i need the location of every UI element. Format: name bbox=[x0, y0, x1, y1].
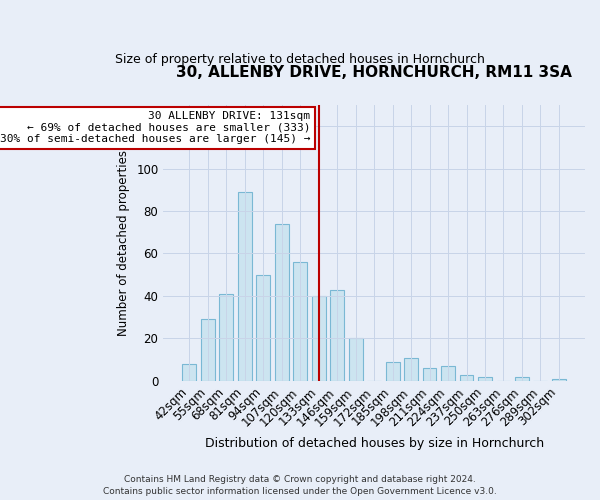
Bar bbox=[256, 274, 270, 381]
Bar bbox=[238, 192, 252, 381]
Text: 30 ALLENBY DRIVE: 131sqm
← 69% of detached houses are smaller (333)
30% of semi-: 30 ALLENBY DRIVE: 131sqm ← 69% of detach… bbox=[0, 111, 310, 144]
Bar bbox=[220, 294, 233, 381]
Bar bbox=[460, 374, 473, 381]
Bar bbox=[404, 358, 418, 381]
Bar bbox=[349, 338, 362, 381]
Bar bbox=[312, 296, 326, 381]
Bar bbox=[478, 376, 492, 381]
X-axis label: Distribution of detached houses by size in Hornchurch: Distribution of detached houses by size … bbox=[205, 437, 544, 450]
Text: Size of property relative to detached houses in Hornchurch: Size of property relative to detached ho… bbox=[115, 52, 485, 66]
Y-axis label: Number of detached properties: Number of detached properties bbox=[118, 150, 130, 336]
Text: Contains HM Land Registry data © Crown copyright and database right 2024.: Contains HM Land Registry data © Crown c… bbox=[124, 475, 476, 484]
Bar bbox=[201, 320, 215, 381]
Title: 30, ALLENBY DRIVE, HORNCHURCH, RM11 3SA: 30, ALLENBY DRIVE, HORNCHURCH, RM11 3SA bbox=[176, 65, 572, 80]
Bar bbox=[293, 262, 307, 381]
Bar bbox=[515, 376, 529, 381]
Bar bbox=[182, 364, 196, 381]
Bar bbox=[330, 290, 344, 381]
Bar bbox=[552, 379, 566, 381]
Bar bbox=[386, 362, 400, 381]
Bar bbox=[441, 366, 455, 381]
Bar bbox=[422, 368, 436, 381]
Text: Contains public sector information licensed under the Open Government Licence v3: Contains public sector information licen… bbox=[103, 487, 497, 496]
Bar bbox=[275, 224, 289, 381]
